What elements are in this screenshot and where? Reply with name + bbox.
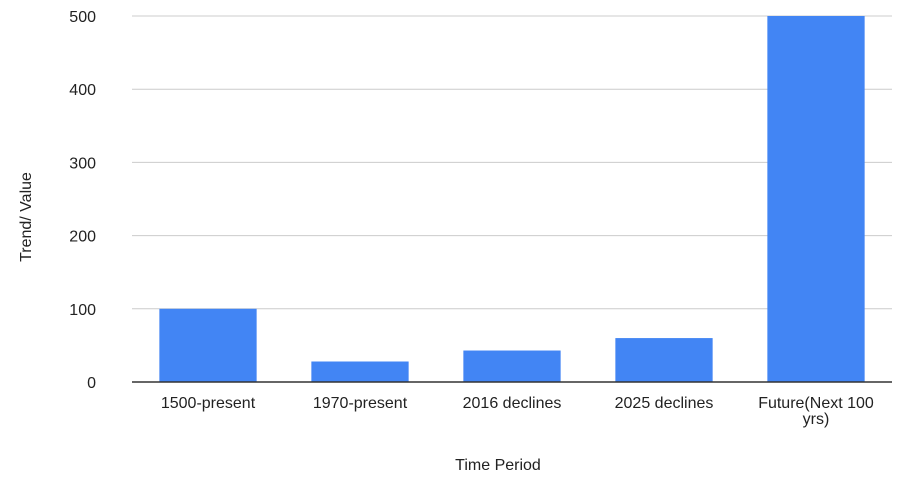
y-tick-label: 200 [69, 229, 96, 246]
x-tick-label: 1970-present [313, 395, 408, 412]
y-tick-labels: 0 100 200 300 400 500 [69, 9, 96, 392]
y-tick-label: 500 [69, 9, 96, 26]
bar [767, 16, 865, 382]
y-tick-label: 300 [69, 155, 96, 172]
y-tick-label: 400 [69, 82, 96, 99]
x-tick-label: 2016 declines [463, 395, 562, 412]
x-tick-label: 1500-present [161, 395, 256, 412]
x-tick-labels: 1500-present 1970-present 2016 declines 202… [161, 395, 874, 428]
bar [311, 361, 409, 382]
bar [463, 350, 561, 382]
bar [615, 338, 713, 382]
y-axis-title: Trend/ Value [18, 172, 35, 262]
x-axis-title: Time Period [455, 457, 541, 474]
gridlines [132, 15, 892, 310]
x-tick-label: Future(Next 100 yrs) [758, 395, 874, 428]
bar [159, 308, 257, 382]
x-tick-label: 2025 declines [615, 395, 714, 412]
bars [159, 16, 865, 382]
y-tick-label: 100 [69, 302, 96, 319]
y-tick-label: 0 [87, 375, 96, 392]
